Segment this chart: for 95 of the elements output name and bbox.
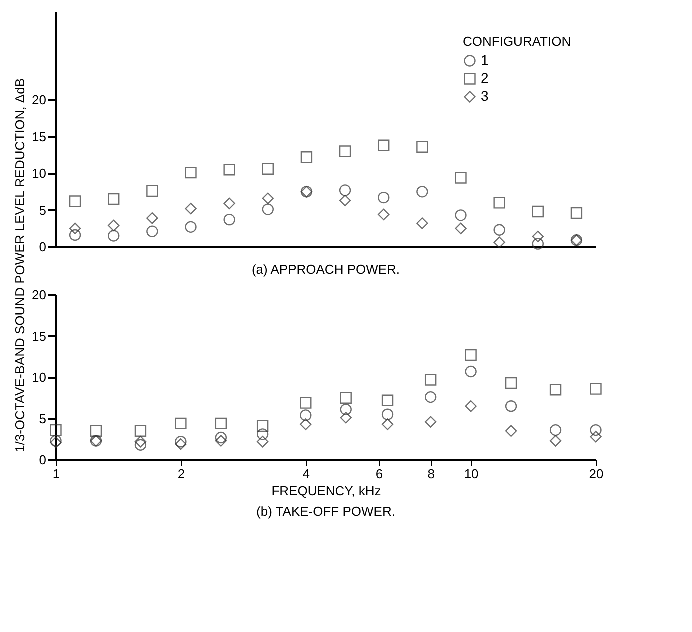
point [224,198,236,210]
legend-label: 3 [481,88,489,104]
point [340,412,352,424]
x-tick-label: 1 [52,466,60,482]
y-tick-label: 15 [32,129,46,144]
point [416,186,428,198]
point [256,420,269,432]
legend-label: 2 [481,70,489,86]
x-tick-label: 6 [376,466,384,482]
point [382,394,394,406]
legend-label: 1 [481,52,489,68]
point [590,431,602,443]
point [465,400,477,412]
y-axis-title: 1/3-OCTAVE-BAND SOUND POWER LEVEL REDUCTION, ΔdB [12,78,28,452]
point [505,400,518,412]
point [465,366,477,378]
point [256,436,269,448]
point [339,184,352,196]
point [215,432,228,444]
point [256,428,269,440]
point [416,218,428,230]
point [340,392,352,404]
point [532,206,544,218]
point [378,208,390,221]
point [262,192,274,204]
point [215,435,228,447]
point [69,196,82,208]
x-tick-label: 10 [464,466,479,482]
point [262,163,274,175]
point [340,404,352,416]
point [185,166,197,179]
point [570,207,583,220]
point [424,374,437,386]
point [465,349,477,362]
point [300,418,312,430]
point [69,222,82,234]
point [505,377,518,390]
point [69,229,82,242]
point [262,204,274,216]
x-tick-label: 4 [302,466,310,482]
point [494,224,506,236]
point [532,230,544,243]
point [90,425,102,437]
point [455,210,467,222]
point [50,424,62,436]
point [146,226,158,238]
point [185,221,197,234]
point [339,146,352,158]
point [146,185,158,198]
point [224,164,236,176]
point [424,416,437,428]
point [532,238,544,250]
point [590,424,602,436]
point [505,425,518,437]
point [108,220,120,232]
point [378,140,390,152]
point [108,193,120,206]
y-tick-label: 5 [39,411,46,426]
point [224,214,236,226]
point [300,397,312,409]
point [175,438,187,450]
text: (b) TAKE-OFF POWER. [256,504,396,519]
y-tick-label: 5 [39,202,46,218]
point [300,152,313,164]
point [339,194,352,207]
point [382,418,394,430]
point [215,418,228,430]
point [416,141,428,153]
point [185,202,197,215]
y-tick-label: 15 [32,328,46,344]
text: (a) APPROACH POWER. [252,262,400,277]
point [175,436,187,448]
point [494,197,506,209]
x-tick-label: 8 [428,466,435,482]
point [300,410,312,422]
x-tick-label: 20 [589,466,604,482]
point [382,408,394,420]
point [146,212,158,224]
y-tick-label: 0 [39,240,46,254]
y-tick-label: 10 [32,166,46,182]
y-tick-label: 0 [39,452,46,468]
y-tick-label: 20 [32,288,46,302]
x-axis-title: FREQUENCY, kHz [272,484,382,498]
point [455,222,467,234]
y-tick-label: 20 [32,92,46,108]
point [108,230,120,242]
point [378,192,390,204]
legend-title: CONFIGURATION [463,34,572,49]
point [590,383,602,395]
point [455,172,467,184]
point [494,236,506,248]
point [175,418,187,430]
y-tick-label: 10 [32,370,46,385]
x-tick-label: 2 [178,466,186,482]
point [424,391,437,404]
